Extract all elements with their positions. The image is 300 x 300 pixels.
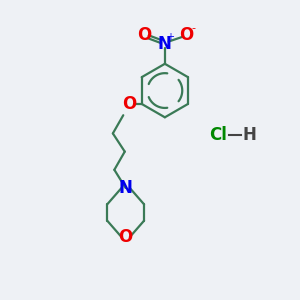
Text: +: + [166, 32, 174, 42]
Text: O: O [179, 26, 194, 44]
Text: Cl: Cl [209, 126, 227, 144]
Text: O: O [118, 228, 133, 246]
Text: N: N [158, 34, 172, 52]
Text: O: O [122, 95, 136, 113]
Text: O: O [137, 26, 152, 44]
Text: N: N [119, 179, 133, 197]
Text: -: - [192, 23, 196, 33]
Text: H: H [243, 126, 256, 144]
